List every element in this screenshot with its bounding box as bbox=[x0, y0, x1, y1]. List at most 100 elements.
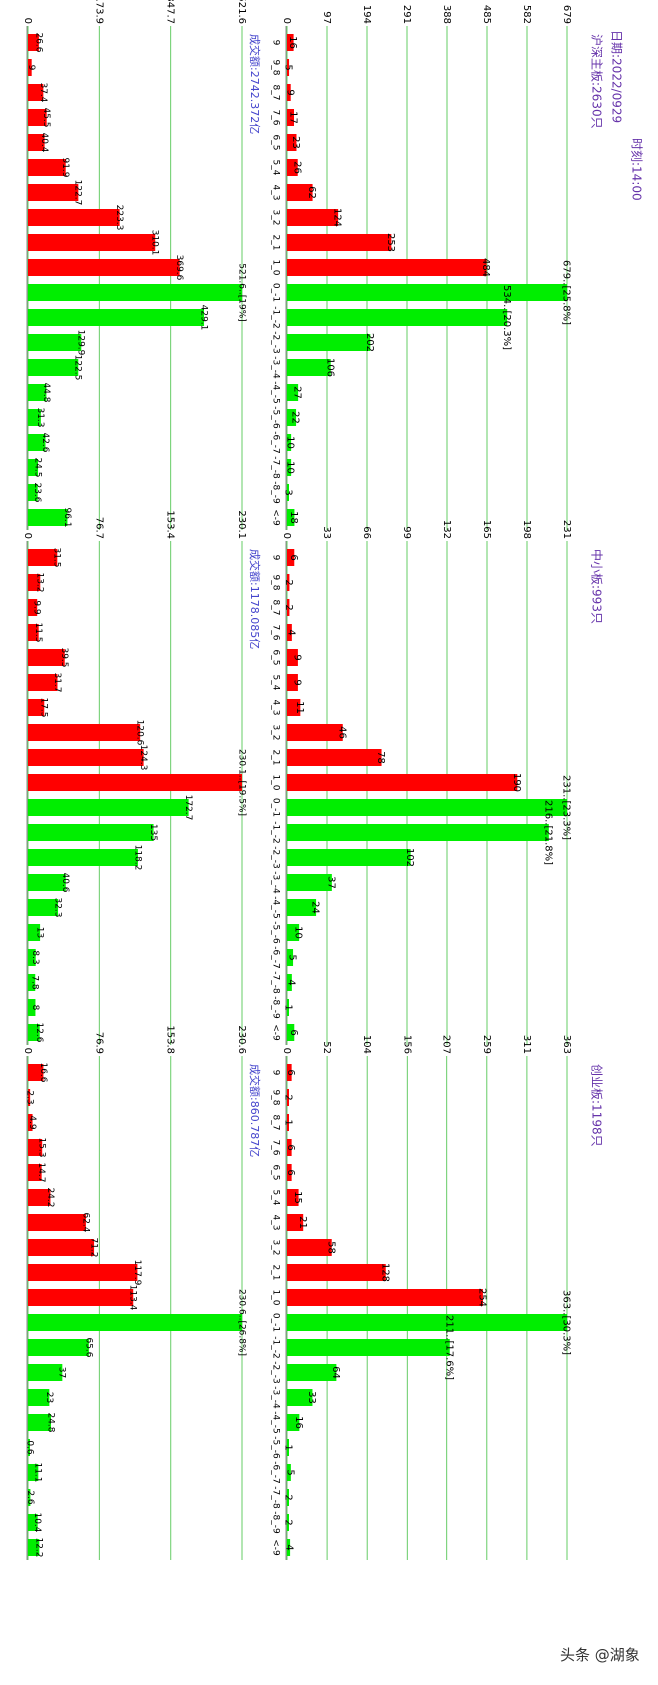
count-bar bbox=[287, 1439, 289, 1456]
count-bar bbox=[287, 59, 290, 76]
turnover-axis-tick-label: 153.8 bbox=[165, 1025, 176, 1054]
turnover-data-label: 24.5 bbox=[32, 457, 42, 477]
turnover-data-label: 2.6 bbox=[25, 1490, 35, 1505]
count-bar bbox=[287, 899, 317, 916]
turnover-bar bbox=[28, 159, 66, 176]
count-axis-tick-label: 156 bbox=[401, 1035, 412, 1054]
count-bar bbox=[287, 999, 289, 1016]
count-bar bbox=[287, 384, 299, 401]
count-data-label: 10 bbox=[285, 461, 296, 474]
category-tick-label: 3_2 bbox=[271, 725, 281, 741]
count-data-label: 9 bbox=[292, 679, 303, 685]
category-tick-label: 1_0 bbox=[271, 260, 281, 276]
count-data-label: 254 bbox=[477, 1288, 488, 1307]
turnover-bar bbox=[28, 724, 141, 741]
count-bar bbox=[287, 1164, 292, 1181]
count-data-label: 5 bbox=[284, 1469, 295, 1475]
count-bar bbox=[287, 234, 392, 251]
category-tick-label: 6_5 bbox=[271, 135, 281, 151]
category-tick-label: -3_-4 bbox=[271, 871, 281, 894]
count-axis-tick-label: 66 bbox=[361, 526, 372, 539]
turnover-bar bbox=[28, 1389, 50, 1406]
category-tick-label: 0_-1 bbox=[271, 1313, 281, 1332]
turnover-data-label: 117.9 bbox=[132, 1260, 142, 1286]
category-tick-label: -4_-5 bbox=[271, 896, 281, 918]
turnover-data-label: 15.3 bbox=[37, 1137, 47, 1157]
count-bar bbox=[287, 509, 295, 526]
category-tick-label: -6_-7 bbox=[271, 1461, 281, 1483]
count-data-label: 6 bbox=[288, 1029, 299, 1035]
count-data-label: 33 bbox=[306, 1391, 317, 1404]
category-tick-label: 8_7 bbox=[271, 1115, 281, 1131]
count-data-label: 6 bbox=[285, 1144, 296, 1150]
count-axis-tick-label: 52 bbox=[321, 1041, 332, 1054]
count-data-label: 23 bbox=[290, 136, 301, 149]
count-axis-tick-label: 311 bbox=[521, 1035, 532, 1054]
turnover-axis-tick-label: 0 bbox=[22, 533, 33, 539]
count-data-label: 1 bbox=[283, 1004, 294, 1010]
count-data-label: 22 bbox=[290, 411, 301, 424]
count-data-label: 211..[17.6%] bbox=[443, 1315, 454, 1380]
turnover-data-label: 10.4 bbox=[32, 1512, 42, 1532]
category-tick-label: -6_-7 bbox=[271, 946, 281, 968]
count-bar bbox=[287, 209, 339, 226]
category-tick-label: 9 bbox=[271, 40, 281, 46]
count-bar bbox=[287, 1114, 289, 1131]
category-tick-label: -4_-5 bbox=[271, 1411, 281, 1433]
turnover-bar bbox=[28, 674, 58, 691]
turnover-data-label: 37 bbox=[57, 1367, 67, 1378]
count-axis-tick-label: 291 bbox=[401, 5, 412, 24]
turnover-bar bbox=[28, 1114, 33, 1131]
count-bar bbox=[287, 34, 294, 51]
category-tick-label: 8_7 bbox=[271, 85, 281, 101]
count-bar bbox=[287, 774, 518, 791]
turnover-data-label: 310.1 bbox=[150, 230, 160, 256]
count-data-label: 2 bbox=[283, 1519, 294, 1525]
count-axis-tick-label: 194 bbox=[361, 5, 372, 24]
count-bar bbox=[287, 434, 292, 451]
turnover-bar bbox=[28, 649, 65, 666]
count-data-label: 16 bbox=[287, 36, 298, 49]
turnover-data-label: 32.3 bbox=[52, 897, 62, 917]
category-tick-label: 2_1 bbox=[271, 235, 281, 251]
count-bar bbox=[287, 184, 313, 201]
count-bar bbox=[287, 484, 289, 501]
turnover-data-label: 37.4 bbox=[38, 82, 48, 102]
count-bar bbox=[287, 824, 549, 841]
category-tick-label: -1_-2 bbox=[271, 306, 281, 328]
category-tick-label: 5_4 bbox=[271, 160, 281, 176]
turnover-data-label: 8.3 bbox=[30, 950, 40, 964]
category-tick-label: 3_2 bbox=[271, 1240, 281, 1256]
category-tick-label: 9_8 bbox=[271, 60, 281, 76]
count-bar bbox=[287, 1364, 337, 1381]
count-bar bbox=[287, 1414, 300, 1431]
turnover-data-label: 12.2 bbox=[34, 1537, 44, 1557]
turnover-data-label: 24.2 bbox=[45, 1187, 55, 1207]
count-data-label: 5 bbox=[283, 64, 294, 70]
board-title: 沪深主板:2630只 bbox=[590, 34, 604, 129]
category-tick-label: 1_0 bbox=[271, 775, 281, 791]
date-label: 日期:2022/0929 bbox=[610, 30, 624, 123]
turnover-bar bbox=[28, 899, 59, 916]
count-bar bbox=[287, 1189, 299, 1206]
turnover-bar bbox=[28, 434, 46, 451]
category-tick-label: -4_-5 bbox=[271, 381, 281, 403]
count-data-label: 37 bbox=[325, 876, 336, 889]
turnover-bar bbox=[28, 259, 180, 276]
count-data-label: 9 bbox=[284, 89, 295, 95]
count-data-label: 10 bbox=[285, 436, 296, 449]
category-tick-label: -1_-2 bbox=[271, 821, 281, 843]
count-data-label: 58 bbox=[325, 1241, 336, 1254]
turnover-bar bbox=[28, 1414, 52, 1431]
turnover-bar bbox=[28, 999, 36, 1016]
turnover-bar bbox=[28, 1239, 95, 1256]
count-data-label: 9 bbox=[292, 654, 303, 660]
category-tick-label: -7_-8 bbox=[271, 971, 281, 994]
turnover-data-label: 129.9 bbox=[76, 330, 86, 356]
count-data-label: 46 bbox=[336, 726, 347, 739]
count-bar bbox=[287, 159, 298, 176]
count-data-label: 2 bbox=[283, 1494, 294, 1500]
turnover-data-label: 4.9 bbox=[27, 1115, 37, 1130]
turnover-axis-tick-label: 0 bbox=[22, 18, 33, 24]
turnover-bar bbox=[28, 284, 242, 301]
